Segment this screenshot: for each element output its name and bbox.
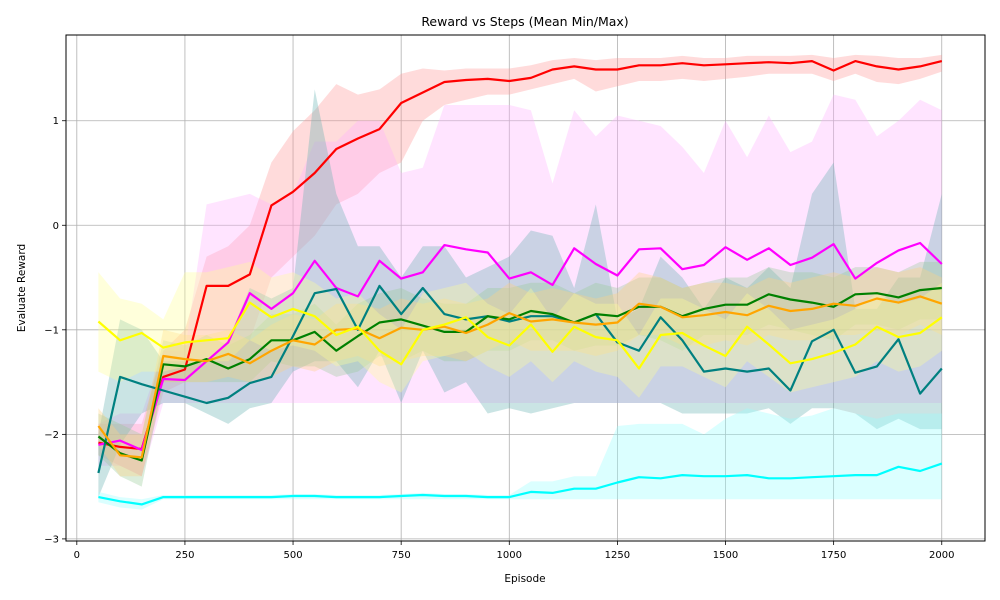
y-tick-label: −3 [44, 534, 59, 545]
line-magenta [98, 241, 943, 452]
band-magenta [98, 94, 942, 477]
line-yellow [97, 301, 943, 370]
x-tick-label: 750 [392, 550, 411, 561]
band-green [98, 261, 942, 487]
line-green [97, 286, 942, 462]
y-tick-label: 1 [53, 116, 59, 127]
line-orange [97, 295, 943, 459]
x-tick-label: 2000 [929, 550, 954, 561]
band-cyan [98, 408, 942, 510]
plot-frame [65, 34, 986, 542]
x-tick-label: 1250 [605, 550, 630, 561]
band-teal [98, 89, 942, 498]
chart-title: Reward vs Steps (Mean Min/Max) [421, 14, 628, 29]
x-axis-ticks: 0 250 500 750 1000 1250 1500 1750 2000 [74, 541, 954, 561]
line-cyan [98, 462, 943, 506]
x-tick-label: 250 [175, 550, 194, 561]
grid-lines [66, 35, 985, 541]
y-tick-label: −2 [44, 430, 59, 441]
x-tick-label: 500 [284, 550, 303, 561]
band-yellow [98, 261, 942, 398]
line-teal [97, 284, 943, 474]
min-max-bands [98, 54, 942, 510]
x-tick-label: 1750 [821, 550, 846, 561]
y-axis-ticks: −3 −2 −1 0 1 [44, 116, 66, 545]
band-red [98, 54, 942, 477]
mean-lines [97, 59, 943, 506]
band-orange [98, 267, 942, 477]
line-red [98, 59, 943, 451]
y-tick-label: −1 [44, 325, 59, 336]
y-axis-label: Evaluate Reward [16, 244, 28, 332]
x-tick-label: 0 [74, 550, 80, 561]
x-tick-label: 1000 [497, 550, 522, 561]
y-tick-label: 0 [53, 221, 59, 232]
x-tick-label: 1500 [713, 550, 738, 561]
x-axis-label: Episode [504, 573, 545, 585]
